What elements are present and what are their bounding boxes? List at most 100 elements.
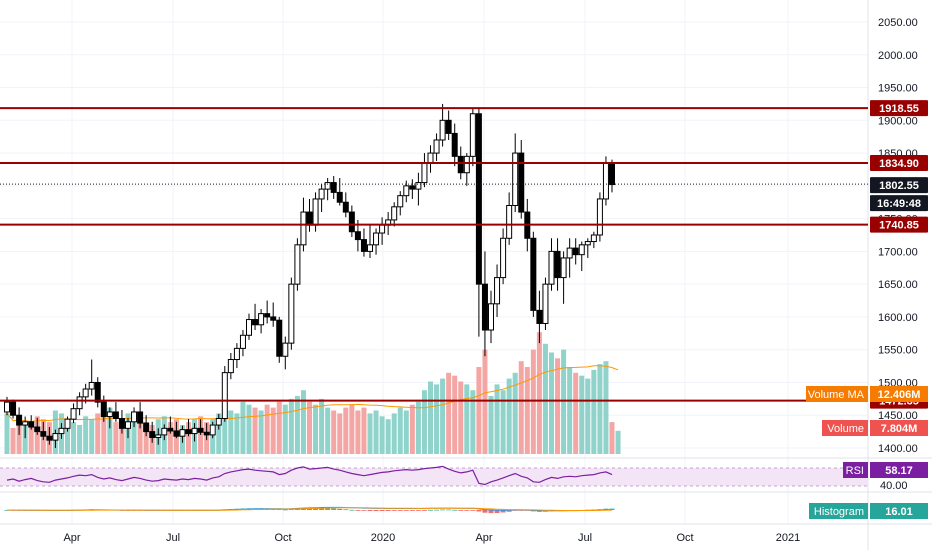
volume-bar — [270, 407, 276, 454]
volume-bar — [16, 419, 22, 454]
volume-bar — [77, 425, 83, 454]
volume-bar — [10, 427, 16, 454]
candle-body — [173, 430, 180, 437]
volume-bar — [186, 422, 191, 454]
rsi-value: 58.17 — [885, 465, 913, 477]
candle — [197, 419, 204, 435]
time-tick-label: Oct — [274, 532, 291, 544]
current-price-tag: 1802.55 — [870, 177, 928, 194]
rsi-band — [0, 468, 868, 486]
candle-body — [179, 429, 186, 437]
price-tick-label: 1450.00 — [878, 410, 918, 422]
candle-body — [233, 347, 240, 361]
time-tick-label: Jul — [578, 532, 592, 544]
macd-histogram-bar — [500, 510, 506, 513]
countdown-tag: 16:49:48 — [870, 195, 928, 212]
price-tick-label: 1400.00 — [878, 443, 918, 455]
candle-body — [143, 422, 150, 433]
macd-histogram-bar — [446, 509, 452, 511]
candle-body — [512, 152, 519, 207]
candle-body — [488, 303, 494, 331]
price-axis[interactable]: 2050.002000.001950.001900.001850.001800.… — [806, 17, 928, 519]
volume-bar — [494, 384, 500, 454]
macd-histogram-bar — [488, 510, 494, 514]
candle-body — [494, 277, 501, 305]
candle-body — [336, 191, 343, 203]
candle-body — [548, 250, 555, 285]
horizontal-lines[interactable] — [0, 107, 868, 402]
volume-bar — [307, 401, 312, 454]
volume-bar — [615, 430, 621, 454]
volume-label-bg — [822, 420, 868, 436]
candle — [246, 313, 252, 340]
candle — [106, 407, 113, 429]
candle-body — [118, 418, 125, 429]
volume-bar — [512, 372, 518, 454]
current-price-tag-bg — [870, 177, 928, 194]
volume-value-bg — [870, 420, 928, 436]
candle — [88, 359, 95, 396]
volume-ma-value-bg — [870, 386, 928, 402]
volume-bar — [28, 425, 34, 454]
candle — [342, 192, 349, 218]
candle — [560, 251, 567, 304]
candle-body — [221, 372, 228, 420]
candle-body — [578, 244, 585, 256]
candle-body — [28, 421, 35, 428]
macd-histogram-bar — [276, 509, 282, 511]
volume-bar — [446, 372, 452, 454]
candle-body — [137, 411, 144, 424]
candle — [125, 417, 131, 439]
candle-body — [46, 435, 53, 441]
volume-bar — [216, 413, 222, 454]
candle-body — [76, 396, 83, 410]
rsi-label: RSI — [846, 465, 864, 477]
volume-bar — [198, 416, 204, 454]
candle-body — [252, 319, 259, 326]
volume-bar — [440, 378, 446, 454]
macd-histogram-bar — [313, 508, 319, 510]
volume-bar — [573, 372, 579, 454]
candle-body — [88, 381, 95, 390]
histogram-label: Histogram — [814, 506, 864, 518]
candle — [367, 225, 373, 258]
time-axis[interactable]: Apr Jul Oct 2020 Apr Jul Oct 2021 — [63, 532, 800, 544]
macd-histogram-bar — [458, 510, 464, 511]
macd-histogram-bar — [343, 509, 349, 511]
candle-body — [609, 162, 615, 186]
volume-bar — [403, 410, 409, 454]
candle — [403, 180, 410, 203]
candle-body — [318, 188, 325, 200]
price-line-tag-bg — [870, 216, 928, 233]
candle — [149, 421, 156, 443]
candle-body — [4, 401, 10, 413]
volume-bar — [65, 419, 70, 454]
time-tick-label: Apr — [475, 532, 492, 544]
candle-body — [373, 232, 380, 246]
candle — [427, 145, 434, 173]
macd-histogram-bar — [337, 508, 343, 510]
volume-bar — [421, 390, 427, 454]
macd-histogram-bar — [452, 509, 458, 511]
candle — [421, 153, 428, 188]
volume: Volume 7.804M — [822, 420, 928, 436]
candle — [276, 316, 283, 363]
candle — [179, 425, 186, 443]
candle — [137, 402, 144, 429]
candle-body — [481, 283, 488, 331]
candle — [506, 192, 513, 245]
candle-body — [52, 433, 59, 441]
candle — [596, 192, 603, 242]
candle — [215, 413, 222, 430]
candle-body — [155, 434, 162, 439]
candle — [318, 184, 325, 213]
countdown-tag-bg — [870, 195, 928, 212]
candle — [34, 417, 41, 435]
volume-bar — [597, 364, 603, 454]
price-line-tag-text: 1740.85 — [879, 220, 919, 232]
candle-body — [463, 155, 470, 174]
candle-body — [360, 239, 367, 252]
candle-body — [306, 211, 313, 226]
candle — [10, 399, 17, 419]
